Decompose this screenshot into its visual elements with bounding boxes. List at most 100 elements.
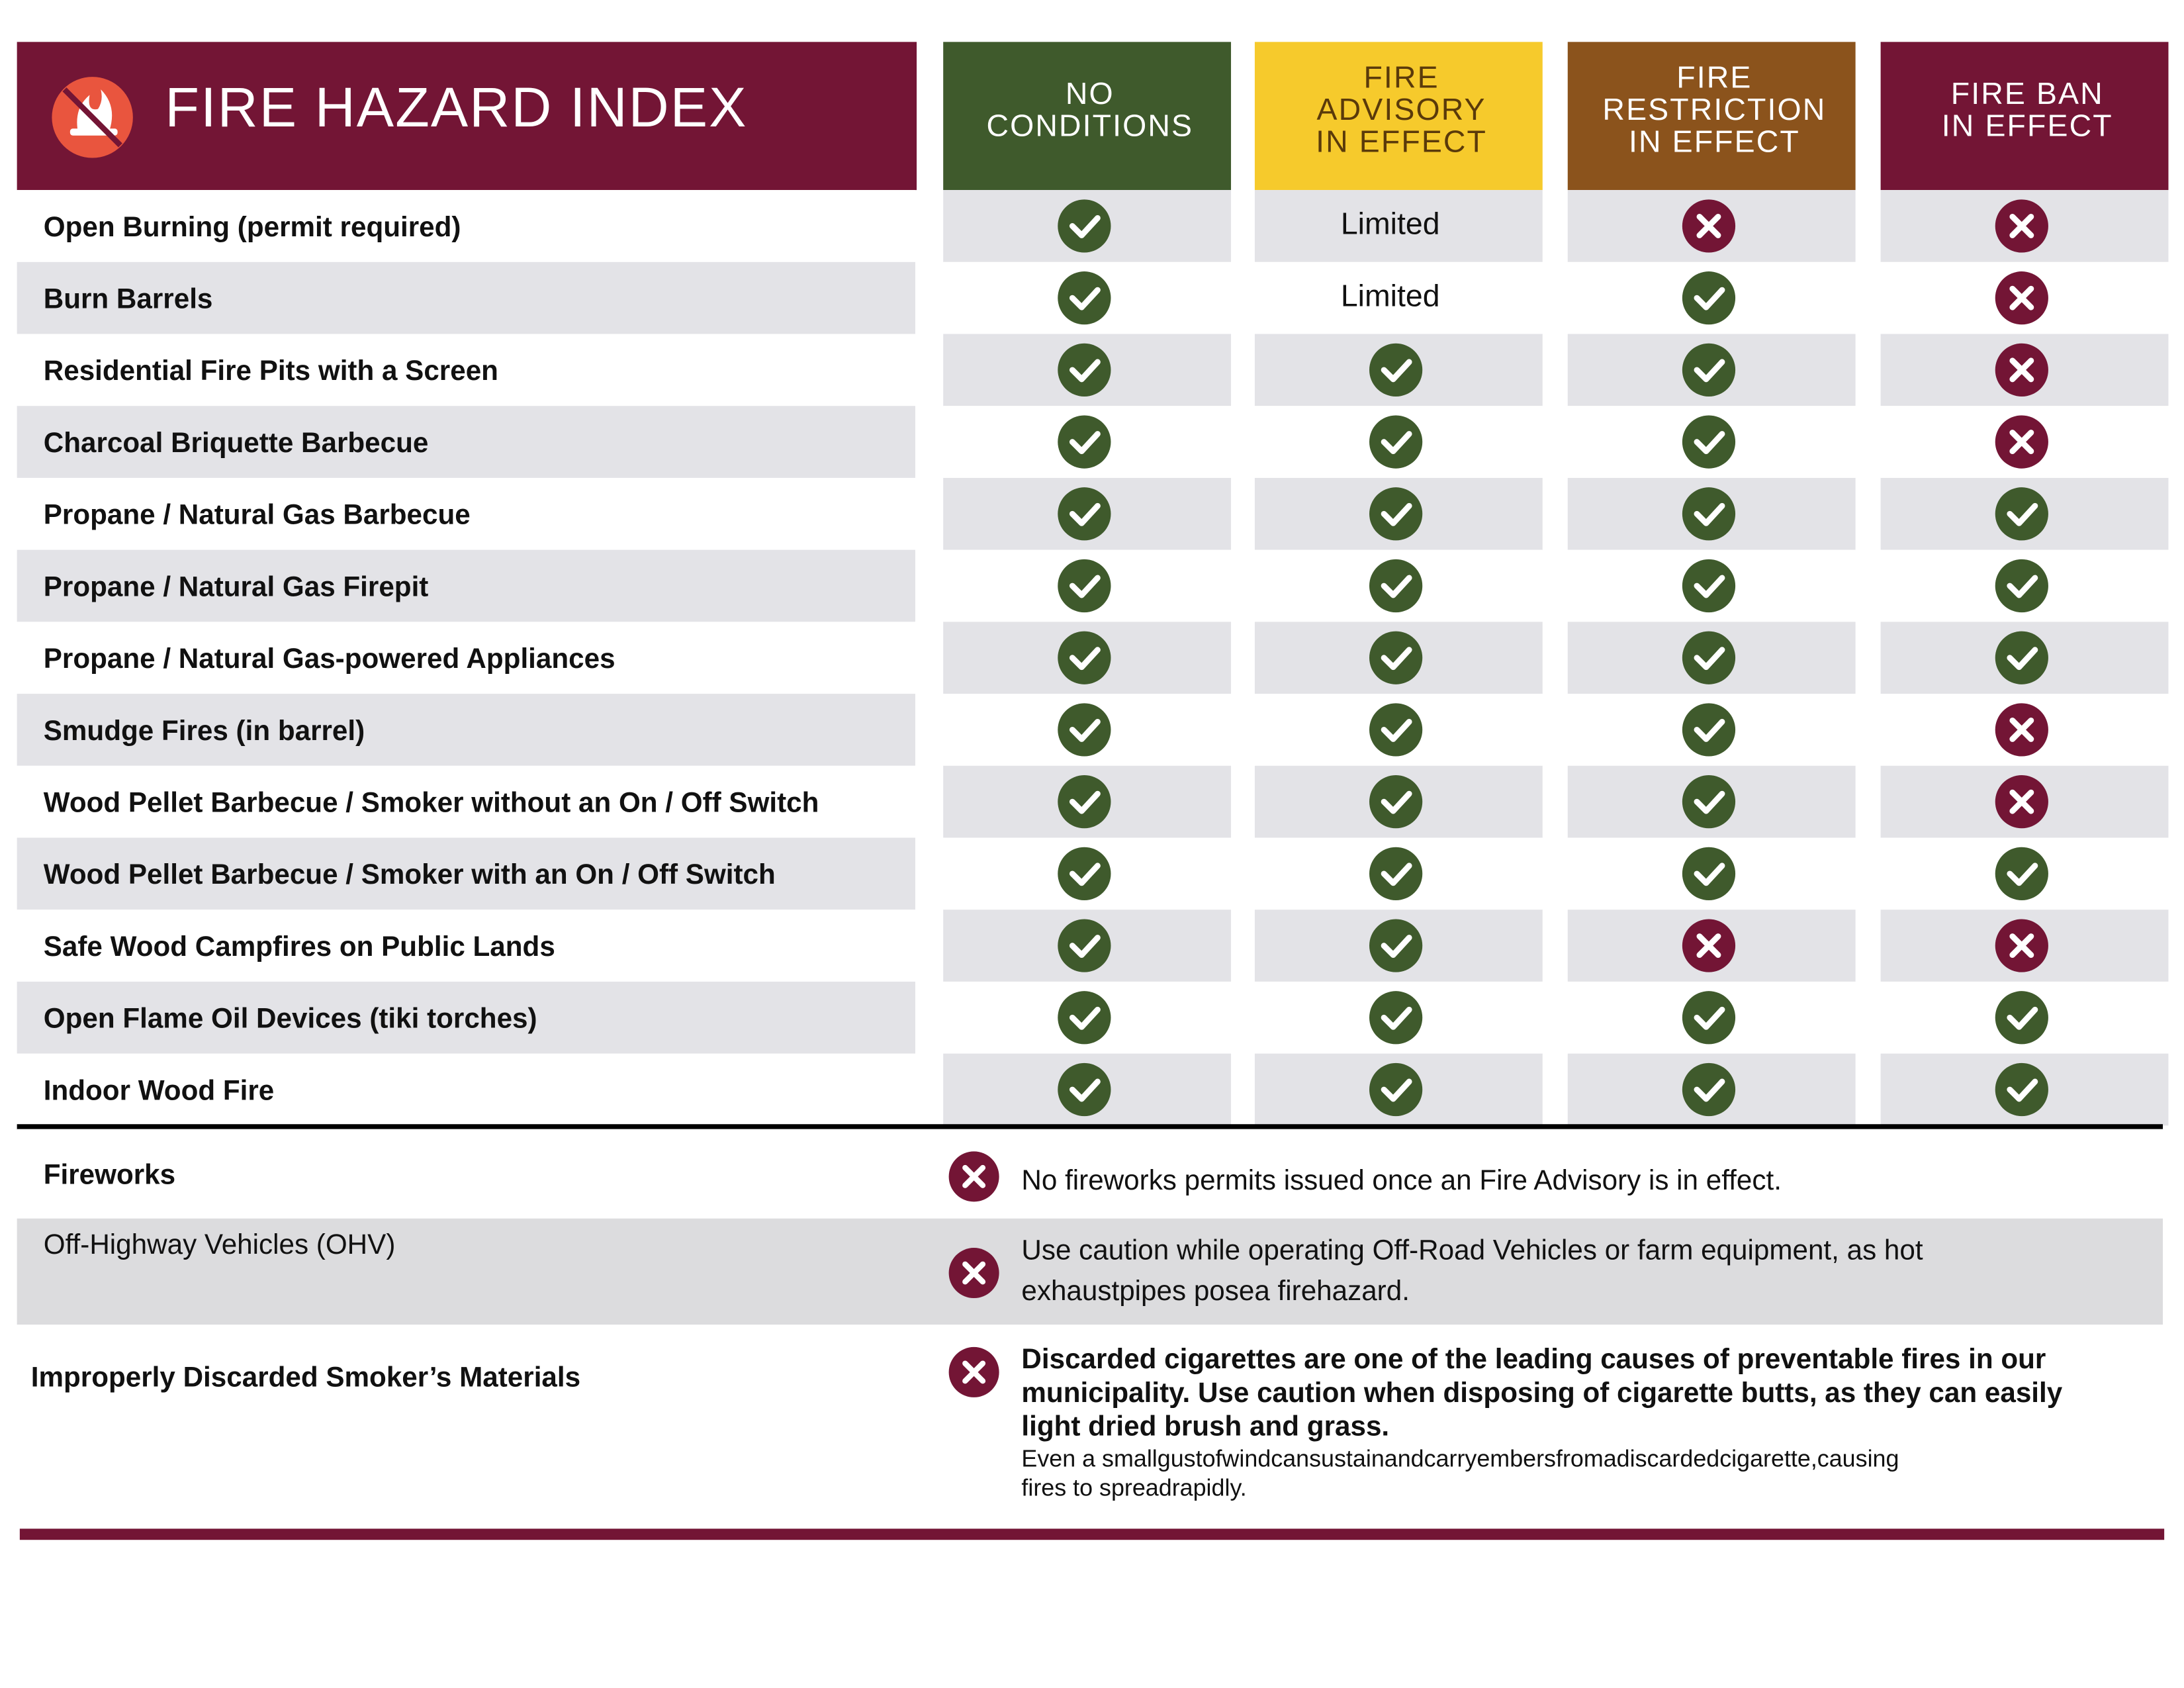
- allowed-icon: [1682, 487, 1736, 541]
- allowed-icon: [1995, 847, 2048, 900]
- allowed-icon: [1058, 271, 1111, 325]
- check-mark: [1069, 935, 1101, 959]
- check-mark: [1069, 1078, 1101, 1102]
- row-label-bg: [17, 334, 915, 406]
- row-label: Charcoal Briquette Barbecue: [44, 427, 429, 458]
- allowed-icon: [1369, 487, 1423, 541]
- check-mark: [2007, 863, 2038, 886]
- not-allowed-icon: [948, 1248, 999, 1299]
- allowed-icon: [1995, 487, 2048, 541]
- icon-circle: [1058, 703, 1111, 757]
- check-mark: [1694, 790, 1725, 814]
- allowed-icon: [1682, 415, 1736, 469]
- check-mark: [1381, 863, 1412, 886]
- allowed-icon: [1058, 631, 1111, 684]
- allowed-icon: [1682, 991, 1736, 1045]
- icon-circle: [1682, 487, 1736, 541]
- allowed-icon: [1369, 703, 1423, 757]
- check-mark: [1069, 214, 1101, 238]
- icon-circle: [1682, 703, 1736, 757]
- allowed-icon: [1369, 775, 1423, 829]
- icon-circle: [1058, 415, 1111, 469]
- note-label: Off-Highway Vehicles (OHV): [44, 1229, 396, 1260]
- note-label: Improperly Discarded Smoker’s Materials: [31, 1362, 580, 1393]
- check-mark: [1381, 359, 1412, 383]
- allowed-icon: [1369, 415, 1423, 469]
- allowed-icon: [1995, 631, 2048, 684]
- note-text: No fireworks permits issued once an Fire…: [1021, 1164, 1782, 1196]
- row-label-bg: [17, 1053, 915, 1126]
- note-row-bg: [17, 1129, 2163, 1219]
- allowed-icon: [1058, 199, 1111, 253]
- not-allowed-icon: [1995, 199, 2048, 253]
- check-mark: [1381, 1006, 1412, 1030]
- icon-circle: [1682, 631, 1736, 684]
- icon-circle: [1995, 1062, 2048, 1117]
- icon-circle: [1369, 559, 1423, 613]
- allowed-icon: [1995, 991, 2048, 1045]
- icon-circle: [1369, 343, 1423, 397]
- not-allowed-icon: [1995, 775, 2048, 829]
- icon-circle: [1682, 847, 1736, 900]
- row-label-bg: [17, 694, 915, 766]
- not-allowed-icon: [1995, 415, 2048, 469]
- icon-circle: [1058, 559, 1111, 613]
- column-header-text: ADVISORY: [1317, 92, 1486, 126]
- check-mark: [1694, 863, 1725, 886]
- note-text: exhaustpipes posea firehazard.: [1021, 1275, 1410, 1306]
- x-mark: [962, 1360, 986, 1384]
- row-label: Burn Barrels: [44, 283, 213, 314]
- allowed-icon: [1995, 559, 2048, 613]
- row-label-bg: [17, 981, 915, 1054]
- icon-circle: [1058, 487, 1111, 541]
- icon-circle: [1682, 1062, 1736, 1117]
- not-allowed-icon: [1995, 703, 2048, 757]
- check-mark: [1069, 575, 1101, 598]
- allowed-icon: [1369, 559, 1423, 613]
- note-label: Fireworks: [44, 1159, 175, 1190]
- icon-circle: [1369, 415, 1423, 469]
- x-mark: [2009, 789, 2034, 814]
- icon-circle: [1369, 703, 1423, 757]
- not-allowed-icon: [948, 1346, 999, 1397]
- check-mark: [1381, 502, 1412, 526]
- allowed-icon: [1682, 775, 1736, 829]
- allowed-icon: [1058, 343, 1111, 397]
- allowed-icon: [1682, 271, 1736, 325]
- row-label-bg: [17, 765, 915, 838]
- cell-bg: [1254, 261, 1543, 334]
- not-allowed-icon: [1682, 919, 1736, 972]
- row-label-bg: [17, 406, 915, 478]
- x-mark: [1696, 933, 1721, 959]
- note-row-bg: [17, 1218, 2163, 1325]
- column-header-text: RESTRICTION: [1602, 92, 1826, 126]
- note-text: Discarded cigarettes are one of the lead…: [1021, 1343, 2046, 1374]
- column-header-text: CONDITIONS: [987, 108, 1194, 142]
- cell-text: Limited: [1341, 207, 1440, 241]
- row-label: Open Flame Oil Devices (tiki torches): [44, 1003, 537, 1034]
- row-label: Wood Pellet Barbecue / Smoker with an On…: [44, 859, 776, 890]
- row-label-bg: [17, 910, 915, 982]
- allowed-icon: [1369, 1062, 1423, 1117]
- allowed-icon: [1682, 559, 1736, 613]
- icon-circle: [1369, 847, 1423, 900]
- row-label: Wood Pellet Barbecue / Smoker without an…: [44, 787, 819, 818]
- title: FIRE HAZARD INDEX: [165, 76, 747, 138]
- allowed-icon: [1369, 631, 1423, 684]
- icon-circle: [1058, 631, 1111, 684]
- note-text: Use caution while operating Off-Road Veh…: [1021, 1235, 1923, 1266]
- row-label: Residential Fire Pits with a Screen: [44, 355, 498, 386]
- icon-circle: [1682, 343, 1736, 397]
- row-label: Smudge Fires (in barrel): [44, 715, 365, 746]
- check-mark: [1069, 502, 1101, 526]
- check-mark: [2007, 1006, 2038, 1030]
- allowed-icon: [1682, 1062, 1736, 1117]
- check-mark: [2007, 575, 2038, 598]
- allowed-icon: [1682, 343, 1736, 397]
- icon-circle: [1058, 919, 1111, 972]
- allowed-icon: [1058, 559, 1111, 613]
- row-label-bg: [17, 261, 915, 334]
- icon-circle: [1369, 775, 1423, 829]
- icon-circle: [1682, 775, 1736, 829]
- allowed-icon: [1369, 847, 1423, 900]
